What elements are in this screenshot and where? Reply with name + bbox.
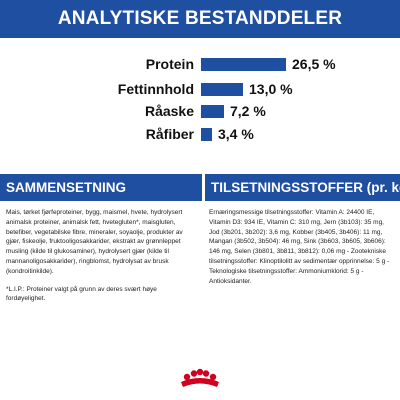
- analysis-bar-ash: [201, 105, 224, 118]
- royal-canin-crown-icon: [181, 368, 219, 387]
- composition-header: SAMMENSETNING: [0, 174, 202, 201]
- analysis-bar-protein: [201, 58, 286, 71]
- analysis-value-fiber: 3,4 %: [218, 126, 254, 142]
- analysis-bar-fiber: [201, 128, 212, 141]
- additives-header: TILSETNINGSSTOFFER (pr. kg): [205, 174, 400, 201]
- analysis-label-fiber: Råfiber: [145, 126, 194, 142]
- composition-section: Mais, tørket fjørfeproteiner, bygg, mais…: [6, 208, 196, 304]
- analysis-value-protein: 26,5 %: [292, 56, 336, 72]
- composition-note: *L.I.P.: Proteiner valgt på grunn av der…: [6, 285, 157, 303]
- analysis-label-fat: Fettinnhold: [117, 81, 194, 97]
- analysis-bar-fat: [201, 83, 243, 96]
- additives-text: Ernæringsmessige tilsetningsstoffer: Vit…: [209, 209, 390, 285]
- analysis-label-ash: Råaske: [144, 103, 194, 119]
- analysis-header: ANALYTISKE BESTANDDELER: [0, 0, 400, 38]
- analysis-label-protein: Protein: [145, 56, 194, 72]
- brand-logo: [174, 368, 226, 390]
- analysis-value-ash: 7,2 %: [230, 103, 266, 119]
- composition-text: Mais, tørket fjørfeproteiner, bygg, mais…: [6, 209, 183, 275]
- analysis-value-fat: 13,0 %: [249, 81, 293, 97]
